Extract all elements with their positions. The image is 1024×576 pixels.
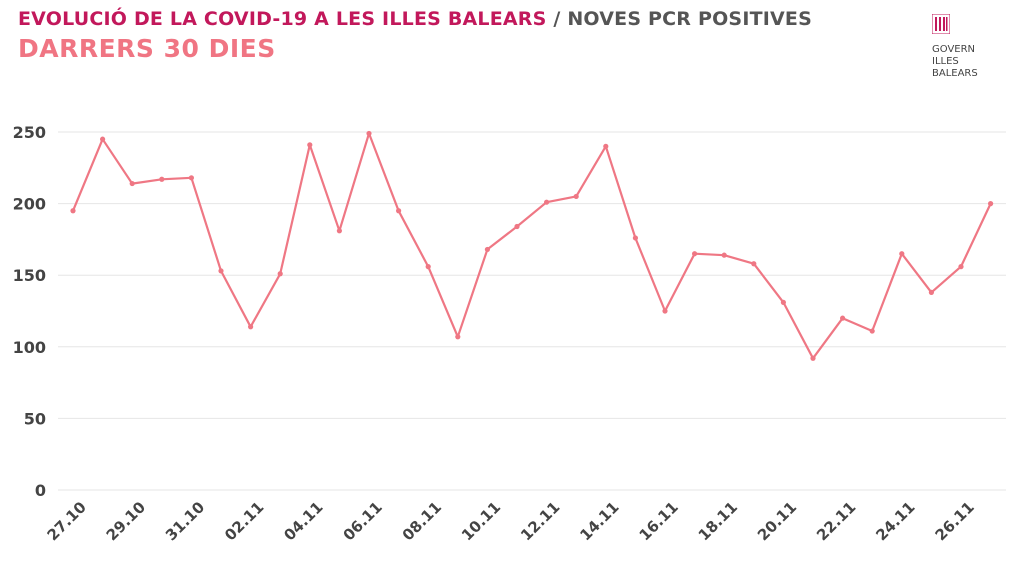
x-tick-label: 02.11 <box>221 498 267 544</box>
data-point <box>484 246 490 253</box>
x-tick-label: 26.11 <box>932 498 978 544</box>
x-tick: 20.11 <box>754 498 800 544</box>
y-tick: 250 <box>13 123 46 142</box>
data-point <box>721 252 727 258</box>
data-point <box>780 299 787 306</box>
series-line <box>71 132 992 360</box>
x-tick-label: 10.11 <box>458 498 504 544</box>
chart-subtitle: DARRERS 30 DIES <box>18 34 276 63</box>
x-tick-label: 27.10 <box>44 498 90 544</box>
x-tick-label: 22.11 <box>813 498 859 544</box>
x-tick-label: 04.11 <box>280 498 326 544</box>
y-tick-label: 250 <box>13 123 46 142</box>
data-point <box>988 201 994 207</box>
x-tick: 10.11 <box>458 498 504 544</box>
data-point <box>366 130 372 137</box>
x-tick: 18.11 <box>695 498 741 544</box>
y-tick-label: 0 <box>35 481 46 500</box>
x-tick: 16.11 <box>636 498 682 544</box>
data-point <box>70 208 76 214</box>
data-point <box>159 176 165 182</box>
grid-layer <box>58 131 1006 491</box>
x-tick: 12.11 <box>517 498 563 544</box>
x-tick: 31.10 <box>162 498 208 544</box>
x-tick: 06.11 <box>340 498 386 544</box>
x-tick: 08.11 <box>399 498 445 544</box>
data-point <box>603 143 609 149</box>
logo-text: GOVERN ILLES BALEARS <box>932 44 1012 80</box>
x-tick-label: 29.10 <box>103 498 149 544</box>
data-point <box>810 355 816 361</box>
data-point <box>100 136 106 142</box>
govern-logo: GOVERN ILLES BALEARS <box>931 13 1012 80</box>
y-tick: 150 <box>13 266 46 285</box>
y-tick-label: 100 <box>13 338 46 357</box>
x-tick: 22.11 <box>813 498 859 544</box>
y-tick-label: 150 <box>13 266 46 285</box>
title-main: EVOLUCIÓ DE LA COVID-19 A LES ILLES BALE… <box>18 8 547 30</box>
x-tick: 29.10 <box>103 498 149 544</box>
logo-line-3: BALEARS <box>932 68 978 79</box>
title-separator: / <box>553 8 561 30</box>
data-point <box>455 334 461 340</box>
x-tick-label: 20.11 <box>754 498 800 544</box>
data-point <box>248 324 254 330</box>
y-tick-label: 200 <box>13 195 46 214</box>
data-point <box>396 208 402 214</box>
y-tick: 0 <box>35 481 46 500</box>
logo-line-2: ILLES <box>932 56 959 67</box>
data-point <box>840 315 846 321</box>
data-point <box>307 142 313 148</box>
data-point <box>899 251 905 257</box>
data-point <box>129 180 135 187</box>
x-axis: 27.10 29.10 31.10 02.11 04.11 06.11 08.11 10.11… <box>44 498 978 544</box>
y-tick: 200 <box>13 195 46 214</box>
x-tick: 02.11 <box>221 498 267 544</box>
x-tick: 27.10 <box>44 498 90 544</box>
x-tick: 24.11 <box>872 498 918 544</box>
x-tick-label: 18.11 <box>695 498 741 544</box>
chart-header: EVOLUCIÓ DE LA COVID-19 A LES ILLES BALE… <box>18 8 812 63</box>
logo-line-1: GOVERN <box>932 44 976 55</box>
y-axis: 0 50 100 150 200 250 <box>13 123 46 500</box>
x-tick-label: 16.11 <box>636 498 682 544</box>
series-layer <box>70 130 994 361</box>
y-tick: 50 <box>24 409 46 428</box>
data-point <box>277 271 283 277</box>
govern-illes-balears-logo-icon <box>931 13 951 35</box>
data-point <box>692 251 698 257</box>
data-point <box>544 199 550 205</box>
x-tick-label: 08.11 <box>399 498 445 544</box>
x-tick-label: 06.11 <box>340 498 386 544</box>
data-point <box>869 328 875 334</box>
data-point <box>514 223 520 230</box>
y-tick: 100 <box>13 338 46 357</box>
data-point <box>662 308 668 314</box>
data-point <box>958 264 964 270</box>
data-point <box>188 175 194 181</box>
title-sub: NOVES PCR POSITIVES <box>567 8 812 30</box>
data-point <box>573 193 579 200</box>
data-point <box>218 268 224 274</box>
x-tick-label: 31.10 <box>162 498 208 544</box>
x-tick: 26.11 <box>932 498 978 544</box>
x-tick: 14.11 <box>576 498 622 544</box>
data-point <box>336 228 342 234</box>
y-tick-label: 50 <box>24 409 46 428</box>
chart-title: EVOLUCIÓ DE LA COVID-19 A LES ILLES BALE… <box>18 8 812 30</box>
x-tick: 04.11 <box>280 498 326 544</box>
data-point <box>928 289 935 295</box>
data-point <box>425 264 431 270</box>
x-tick-label: 12.11 <box>517 498 563 544</box>
x-tick-label: 14.11 <box>576 498 622 544</box>
data-point <box>632 235 639 241</box>
x-tick-label: 24.11 <box>872 498 918 544</box>
data-point <box>751 261 757 267</box>
